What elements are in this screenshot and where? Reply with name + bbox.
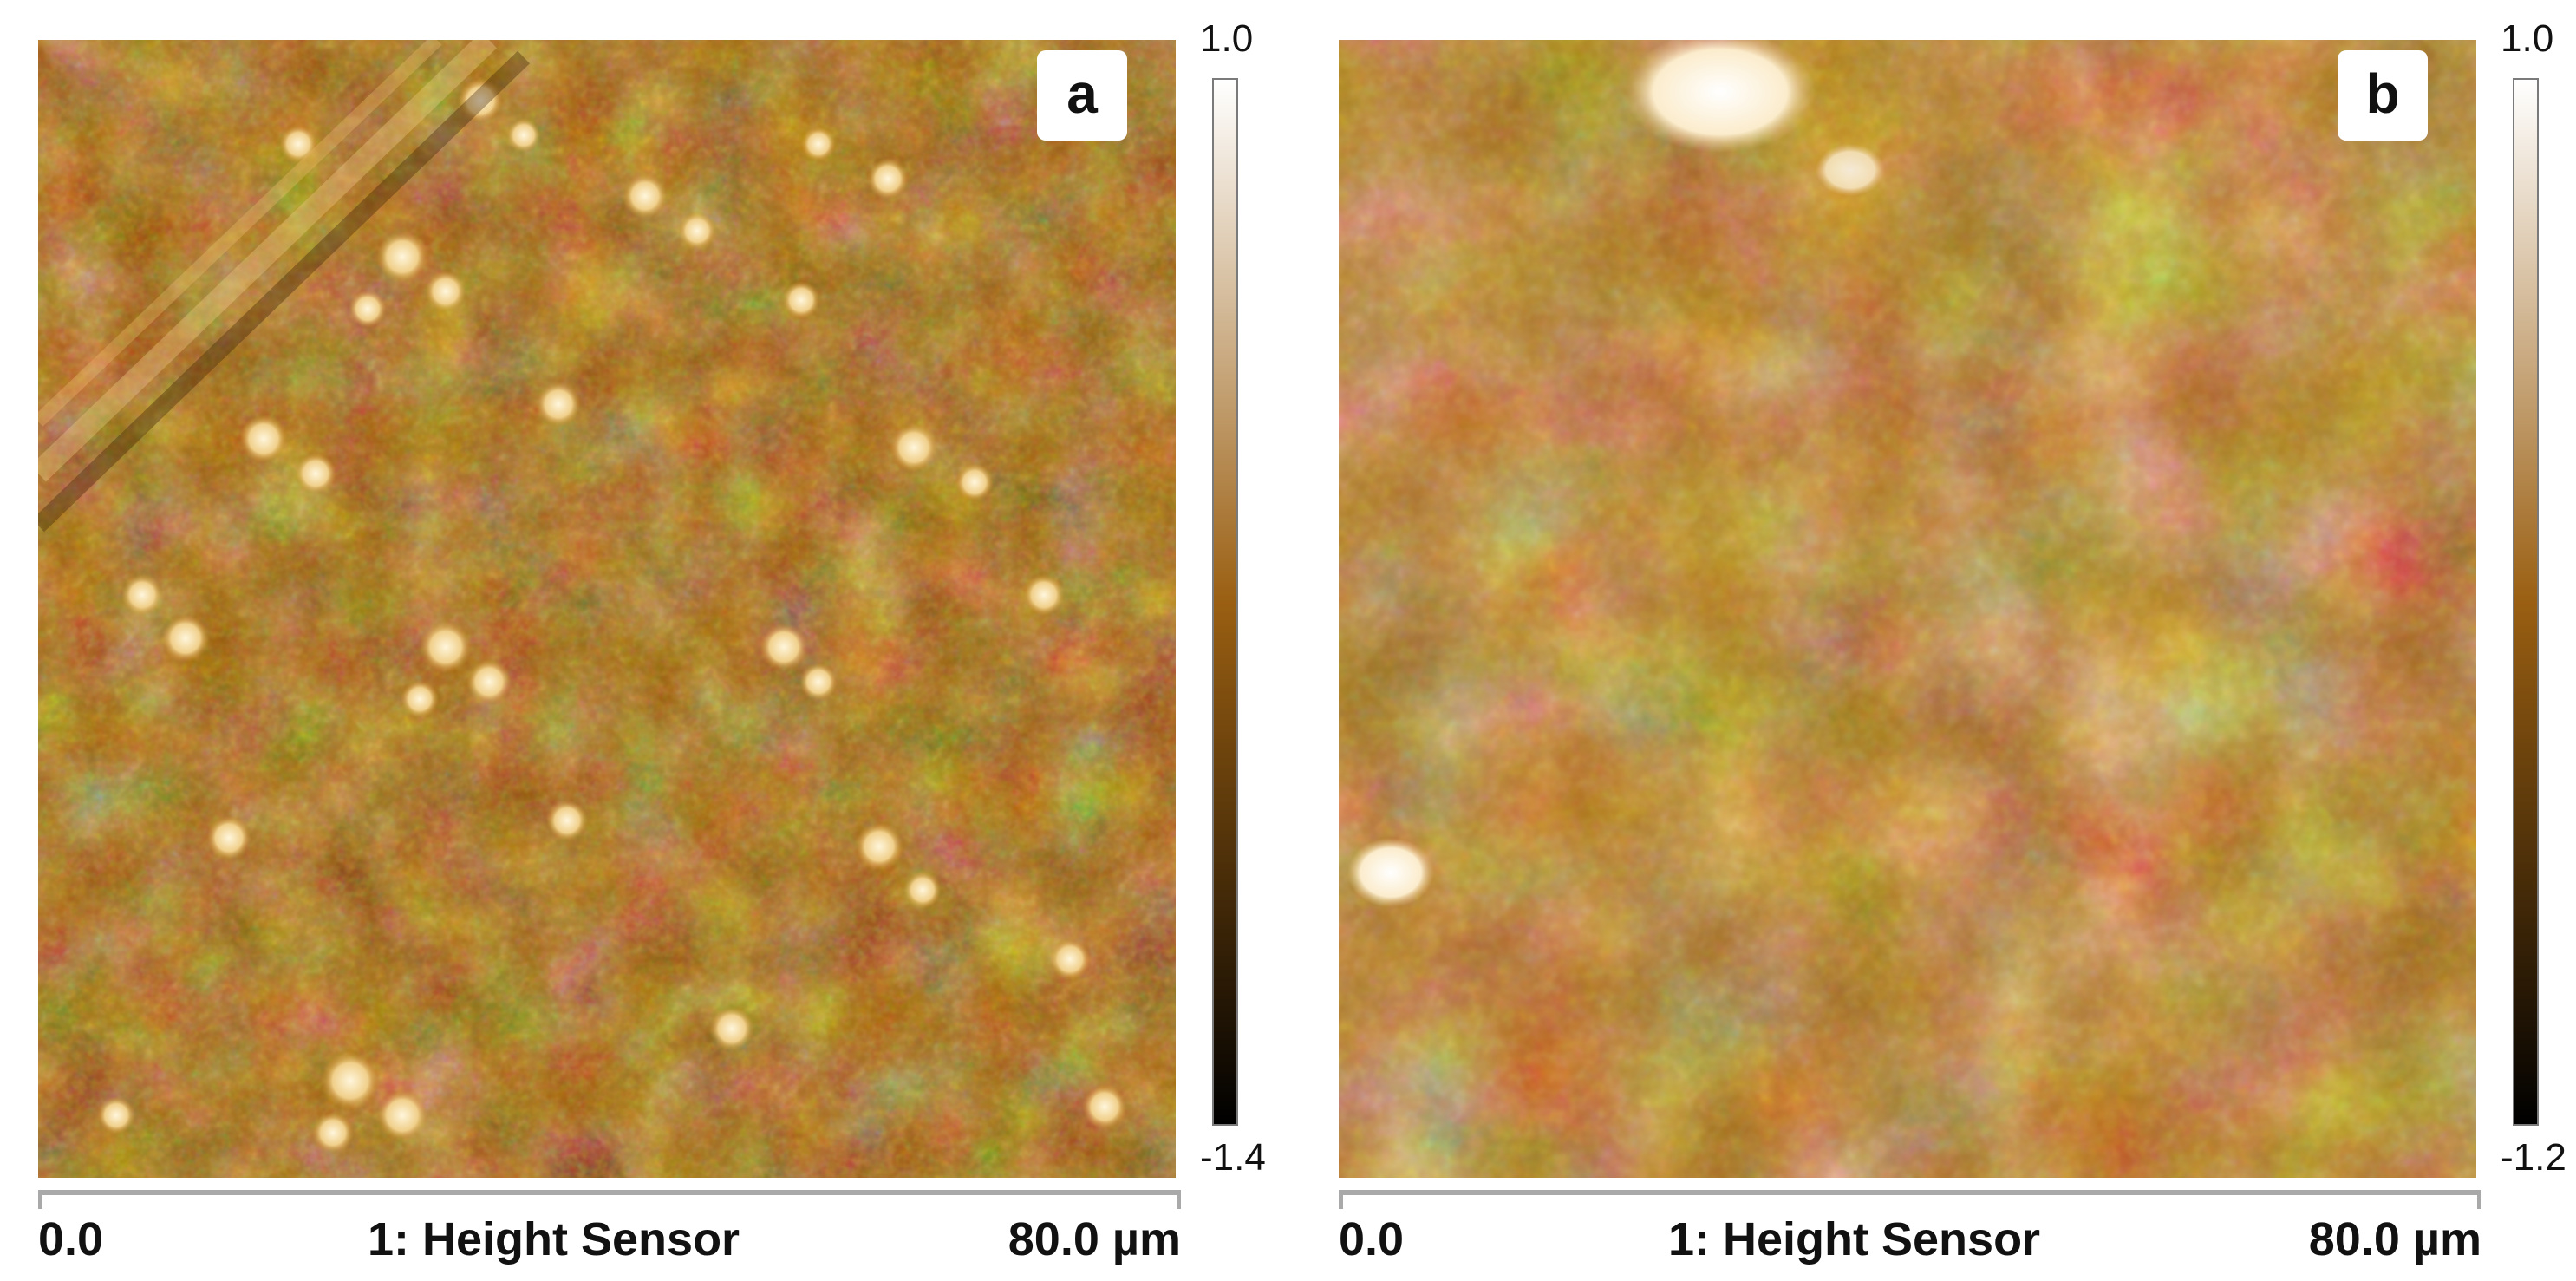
grain-cluster-layer-a [97, 78, 1127, 1154]
x-axis-tick-start-b [1339, 1190, 1343, 1209]
scale-max-label-a: 1.0 [1200, 17, 1254, 60]
scale-min-label-b: -1.2 [2501, 1136, 2566, 1179]
afm-panel-a: a 1.0 -1.4 0.0 1: Height Sensor 80.0 µm [0, 0, 1275, 1281]
color-scale-a: 1.0 -1.4 [1181, 0, 1275, 1281]
color-scale-bar-b [2513, 78, 2539, 1126]
afm-panel-b: b 1.0 -1.2 0.0 1: Height Sensor 80.0 µm [1301, 0, 2575, 1281]
axis-end-label-b: 80.0 µm [2308, 1213, 2481, 1265]
x-axis-line-b [1339, 1190, 2481, 1195]
x-axis-tick-end-a [1177, 1190, 1181, 1209]
x-axis-line-a [38, 1190, 1181, 1195]
axis-start-label-b: 0.0 [1339, 1213, 1405, 1265]
height-map-image-b [1339, 40, 2476, 1178]
bright-feature-layer-b [1347, 40, 1885, 907]
panel-label-b: b [2338, 50, 2428, 141]
x-axis-tick-start-a [38, 1190, 42, 1209]
scratch-streaks-a [38, 40, 530, 533]
axis-end-label-a: 80.0 µm [1008, 1213, 1181, 1265]
axis-title-b: 1: Height Sensor [1668, 1213, 2041, 1265]
color-scale-b: 1.0 -1.2 [2481, 0, 2575, 1281]
height-map-image-a [38, 40, 1176, 1178]
x-axis-b [1339, 1190, 2481, 1211]
x-axis-labels-a: 0.0 1: Height Sensor 80.0 µm [38, 1212, 1181, 1273]
axis-start-label-a: 0.0 [38, 1213, 104, 1265]
scale-max-label-b: 1.0 [2501, 17, 2554, 60]
panel-label-a: a [1037, 50, 1127, 141]
scale-min-label-a: -1.4 [1200, 1136, 1266, 1179]
x-axis-a [38, 1190, 1181, 1211]
color-scale-bar-a [1212, 78, 1238, 1126]
x-axis-tick-end-b [2477, 1190, 2481, 1209]
axis-title-a: 1: Height Sensor [368, 1213, 740, 1265]
x-axis-labels-b: 0.0 1: Height Sensor 80.0 µm [1339, 1212, 2481, 1273]
